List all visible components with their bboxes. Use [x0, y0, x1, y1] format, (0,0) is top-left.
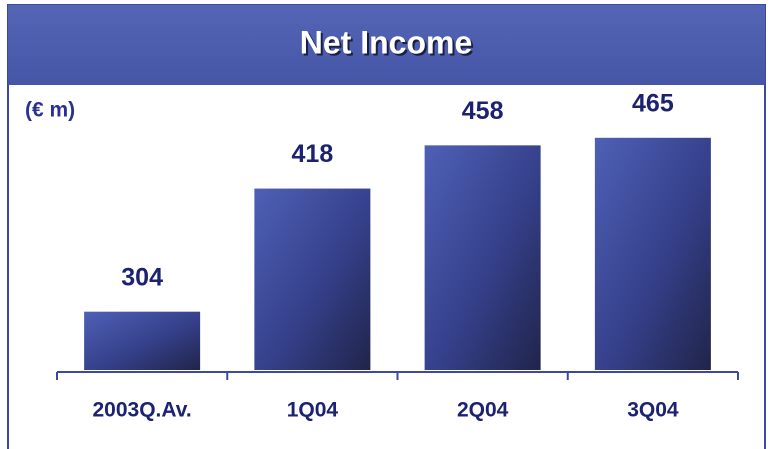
x-tick-label: 3Q04 [627, 399, 679, 422]
bar [594, 137, 711, 370]
chart-title: Net Income [300, 24, 472, 60]
bar [424, 145, 541, 370]
unit-label: (€ m) [25, 99, 75, 122]
x-tick-label: 2Q04 [457, 399, 509, 422]
x-tick-label: 2003Q.Av. [93, 399, 192, 422]
value-label: 304 [121, 263, 163, 291]
value-label: 418 [292, 140, 334, 168]
title-shadow: Net Income [302, 26, 474, 62]
x-tick-label: 1Q04 [287, 399, 339, 422]
plot: 304 2003Q.Av. 418 1Q04 458 2Q04 465 3Q04 [56, 89, 739, 422]
value-label: 465 [632, 89, 674, 117]
value-label: 458 [462, 97, 504, 125]
title-banner [8, 5, 765, 85]
bar [254, 188, 371, 370]
bar [84, 311, 201, 370]
